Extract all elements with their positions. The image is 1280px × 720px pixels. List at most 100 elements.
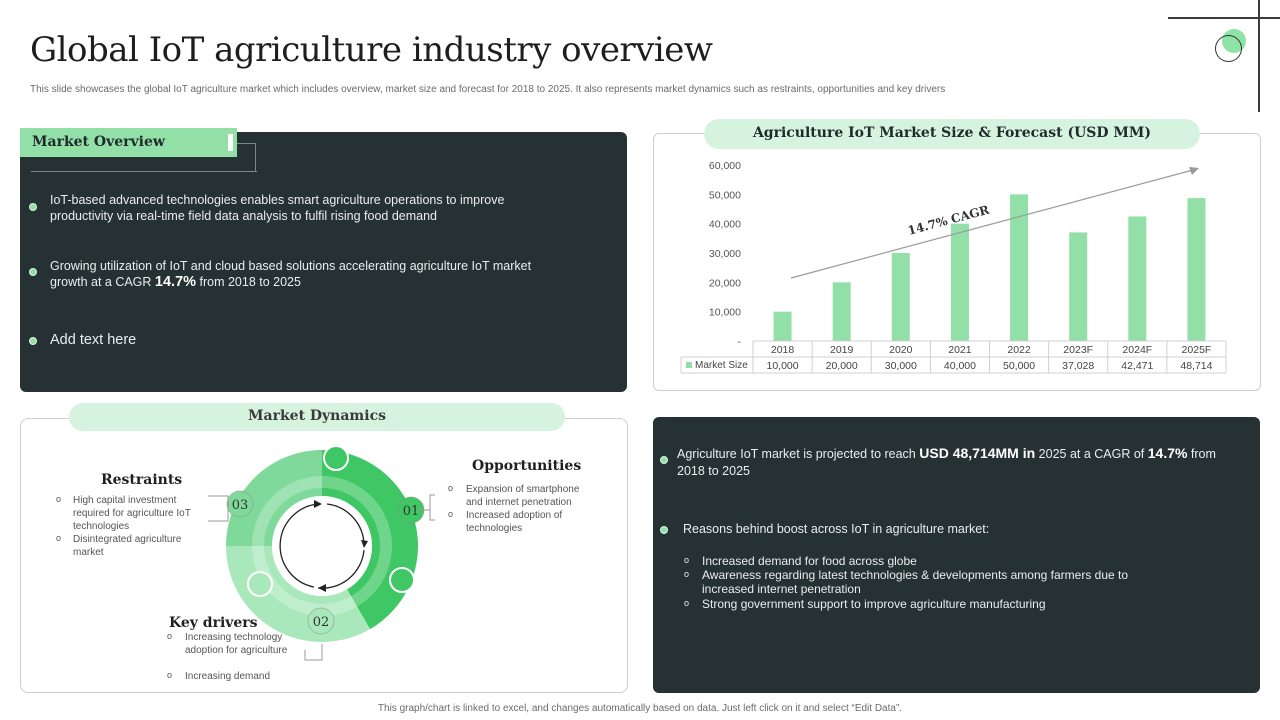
data-label: 42,471: [1121, 360, 1153, 372]
driver-item-2: Increasing demand: [185, 671, 271, 682]
cagr-arrow-line: [790, 169, 1194, 279]
reason-bullet: o: [684, 555, 690, 565]
reason-bullet: o: [684, 598, 690, 608]
page-title: Global IoT agriculture industry overview: [30, 30, 713, 70]
legend-label: Market Size: [695, 360, 748, 371]
market-overview-label: Market Overview: [32, 134, 165, 150]
cagr-annotation: 14.7% CAGR: [906, 202, 992, 238]
x-tick-label: 2020: [889, 344, 913, 356]
legend-swatch: [686, 362, 692, 368]
number-disc: [226, 490, 254, 518]
bar: [1128, 216, 1147, 341]
ring-knob: [389, 567, 415, 593]
bar: [891, 253, 910, 341]
number-label: 01: [403, 504, 420, 519]
insight-in: in: [1018, 445, 1036, 461]
driver-bullet: o: [167, 670, 173, 680]
insight-projection-tail: from 2018 to 2025: [677, 447, 1216, 478]
x-tick-label: 2023F: [1063, 344, 1093, 356]
bullet-dot-icon: [660, 526, 668, 534]
bullet-dot-icon: [29, 203, 37, 211]
overview-divider: [31, 171, 257, 172]
data-label: 37,028: [1062, 360, 1094, 372]
overview-item-2-tail: from 2018 to 2025: [196, 275, 301, 289]
x-tick-label: 2025F: [1182, 344, 1212, 356]
bar: [950, 223, 969, 341]
restraint-item-1: High capital investment required for agr…: [73, 495, 191, 532]
restraints-heading: Restraints: [101, 472, 183, 488]
market-dynamics-title: Market Dynamics: [248, 408, 386, 424]
market-overview-tab: Market Overview: [20, 128, 237, 157]
insight-amount: USD 48,714MM: [919, 445, 1019, 461]
tab-marker: [228, 134, 233, 151]
data-label: 48,714: [1180, 360, 1212, 372]
data-label: 50,000: [1003, 360, 1035, 372]
ring-knob: [323, 445, 349, 471]
restraint-bullet: o: [56, 494, 62, 504]
key-drivers-heading: Key drivers: [169, 615, 258, 631]
bullet-dot-icon: [29, 337, 37, 345]
insight-reasons-heading: Reasons behind boost across IoT in agric…: [683, 522, 990, 536]
ring-center: [272, 496, 372, 596]
data-label: 30,000: [885, 360, 917, 372]
opportunity-bullet: o: [448, 483, 454, 493]
y-tick-label: 20,000: [709, 277, 741, 289]
overview-item-1: IoT-based advanced technologies enables …: [50, 193, 505, 223]
bar: [1187, 198, 1206, 341]
number-label: 02: [313, 615, 330, 630]
insight-projection-mid: 2025 at a CAGR of: [1035, 447, 1148, 461]
corner-line-horizontal: [1168, 17, 1280, 19]
ring-segment-restraints: [226, 450, 322, 546]
chart-title: Agriculture IoT Market Size & Forecast (…: [752, 125, 1152, 141]
drivers-bracket: [304, 644, 323, 661]
page-subtitle: This slide showcases the global IoT agri…: [30, 84, 946, 95]
driver-item-1: Increasing technology adoption for agric…: [185, 632, 288, 656]
opportunity-bullet: o: [448, 509, 454, 519]
x-tick-label: 2024F: [1122, 344, 1152, 356]
overview-item-2-text: Growing utilization of IoT and cloud bas…: [50, 259, 532, 289]
x-tick-label: 2021: [948, 344, 972, 356]
restraints-bracket: [208, 495, 229, 522]
data-label: 40,000: [944, 360, 976, 372]
x-tick-label: 2019: [830, 344, 854, 356]
chart-title-pill: Agriculture IoT Market Size & Forecast (…: [704, 119, 1200, 149]
x-tick-label: 2018: [771, 344, 795, 356]
corner-ring-icon: [1215, 35, 1242, 62]
opportunity-item-2: Increased adoption of technologies: [466, 510, 563, 534]
bar: [1010, 194, 1029, 341]
overview-item-3: Add text here: [50, 332, 137, 348]
insight-projection-text: Agriculture IoT market is projected to r…: [677, 447, 920, 461]
reason-item-2: Awareness regarding latest technologies …: [702, 568, 1129, 596]
overview-connector: [237, 143, 256, 171]
cycle-arrow-icon: [279, 503, 319, 588]
opportunities-heading: Opportunities: [472, 458, 582, 474]
arrowhead-icon: [361, 540, 368, 548]
restraint-item-2: Disintegrated agriculture market: [73, 534, 182, 558]
reason-item-3: Strong government support to improve agr…: [702, 597, 1046, 611]
y-tick-label: 30,000: [709, 248, 741, 260]
bar: [1069, 232, 1088, 341]
market-dynamics-diagram: 01 02 03: [208, 445, 435, 661]
market-dynamics-pill: Market Dynamics: [69, 403, 565, 431]
overview-item-2: Growing utilization of IoT and cloud bas…: [50, 258, 550, 290]
number-label: 03: [232, 498, 249, 513]
reason-item-1: Increased demand for food across globe: [702, 554, 917, 568]
data-label: 10,000: [767, 360, 799, 372]
bullet-dot-icon: [29, 268, 37, 276]
y-tick-label: 60,000: [709, 160, 741, 172]
y-tick-label: 50,000: [709, 189, 741, 201]
ring-knob: [247, 571, 273, 597]
y-tick-label: 10,000: [709, 307, 741, 319]
reason-bullet: o: [684, 569, 690, 579]
bar: [832, 282, 851, 341]
opportunity-item-1: Expansion of smartphone and internet pen…: [466, 484, 580, 508]
opportunities-bracket: [429, 494, 435, 521]
arrowhead-icon: [318, 584, 326, 592]
insight-projection: Agriculture IoT market is projected to r…: [677, 445, 1237, 480]
insights-panel: [653, 417, 1260, 693]
bullet-dot-icon: [660, 456, 668, 464]
market-overview-panel: [20, 132, 627, 392]
bar: [773, 311, 792, 341]
data-label: 20,000: [826, 360, 858, 372]
y-tick-label: -: [738, 336, 742, 348]
